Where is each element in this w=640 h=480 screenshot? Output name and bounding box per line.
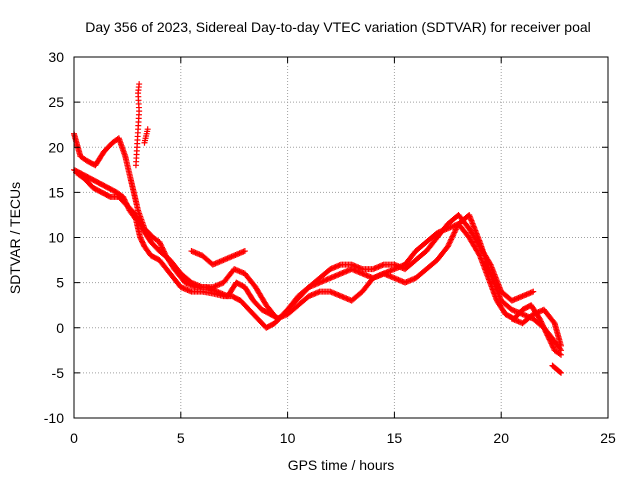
data-point [241,248,248,255]
y-tick-label: -5 [52,365,65,381]
data-point [132,211,139,218]
data-point [158,243,165,250]
data-point [157,241,164,248]
y-tick-label: 5 [56,275,64,291]
y-tick-label: 0 [56,320,64,336]
data-point [133,213,140,220]
data-point [159,244,166,251]
data-point [558,342,565,349]
data-point [548,340,555,347]
x-axis-label: GPS time / hours [288,457,395,473]
data-point [156,239,163,246]
series-spike-a [132,81,143,169]
data-point [550,319,557,326]
y-tick-label: 25 [48,94,64,110]
y-axis-label: SDTVAR / TECUs [7,182,23,294]
x-tick-label: 20 [493,430,509,446]
data-point [550,344,557,351]
data-point [106,193,113,200]
data-point [549,341,556,348]
x-tick-label: 10 [280,430,296,446]
series-track-d [188,248,248,268]
data-point [549,343,556,350]
series-spike-b [141,126,151,146]
series-track-f [549,362,565,376]
data-point [144,126,151,133]
y-tick-label: 15 [48,184,64,200]
x-tick-label: 25 [600,430,616,446]
data-point [136,81,143,88]
data-point [157,240,164,247]
x-tick-label: 5 [177,430,185,446]
x-tick-label: 0 [70,430,78,446]
data-point [136,218,143,225]
data-point [536,315,543,322]
x-tick-label: 15 [387,430,403,446]
grid-lines [74,57,608,418]
axis-ticks: 0 5 10 15 20 25 -10 -5 0 5 10 15 20 25 30 [44,49,616,446]
data-point [138,222,145,229]
data-point [136,220,143,227]
series-track-e [508,306,565,349]
data-point [530,288,537,295]
data-point [556,368,563,375]
y-tick-label: -10 [44,410,64,426]
data-point [159,245,166,252]
y-tick-label: 30 [48,49,64,65]
data-point [558,369,565,376]
data-point [134,215,141,222]
chart-title: Day 356 of 2023, Sidereal Day-to-day VTE… [85,19,591,35]
y-tick-label: 20 [48,139,64,155]
data-point [137,221,144,228]
y-tick-label: 10 [48,230,64,246]
series-track-c [73,169,565,354]
data-layer [71,81,565,376]
data-point [135,217,142,224]
data-point [134,214,141,221]
